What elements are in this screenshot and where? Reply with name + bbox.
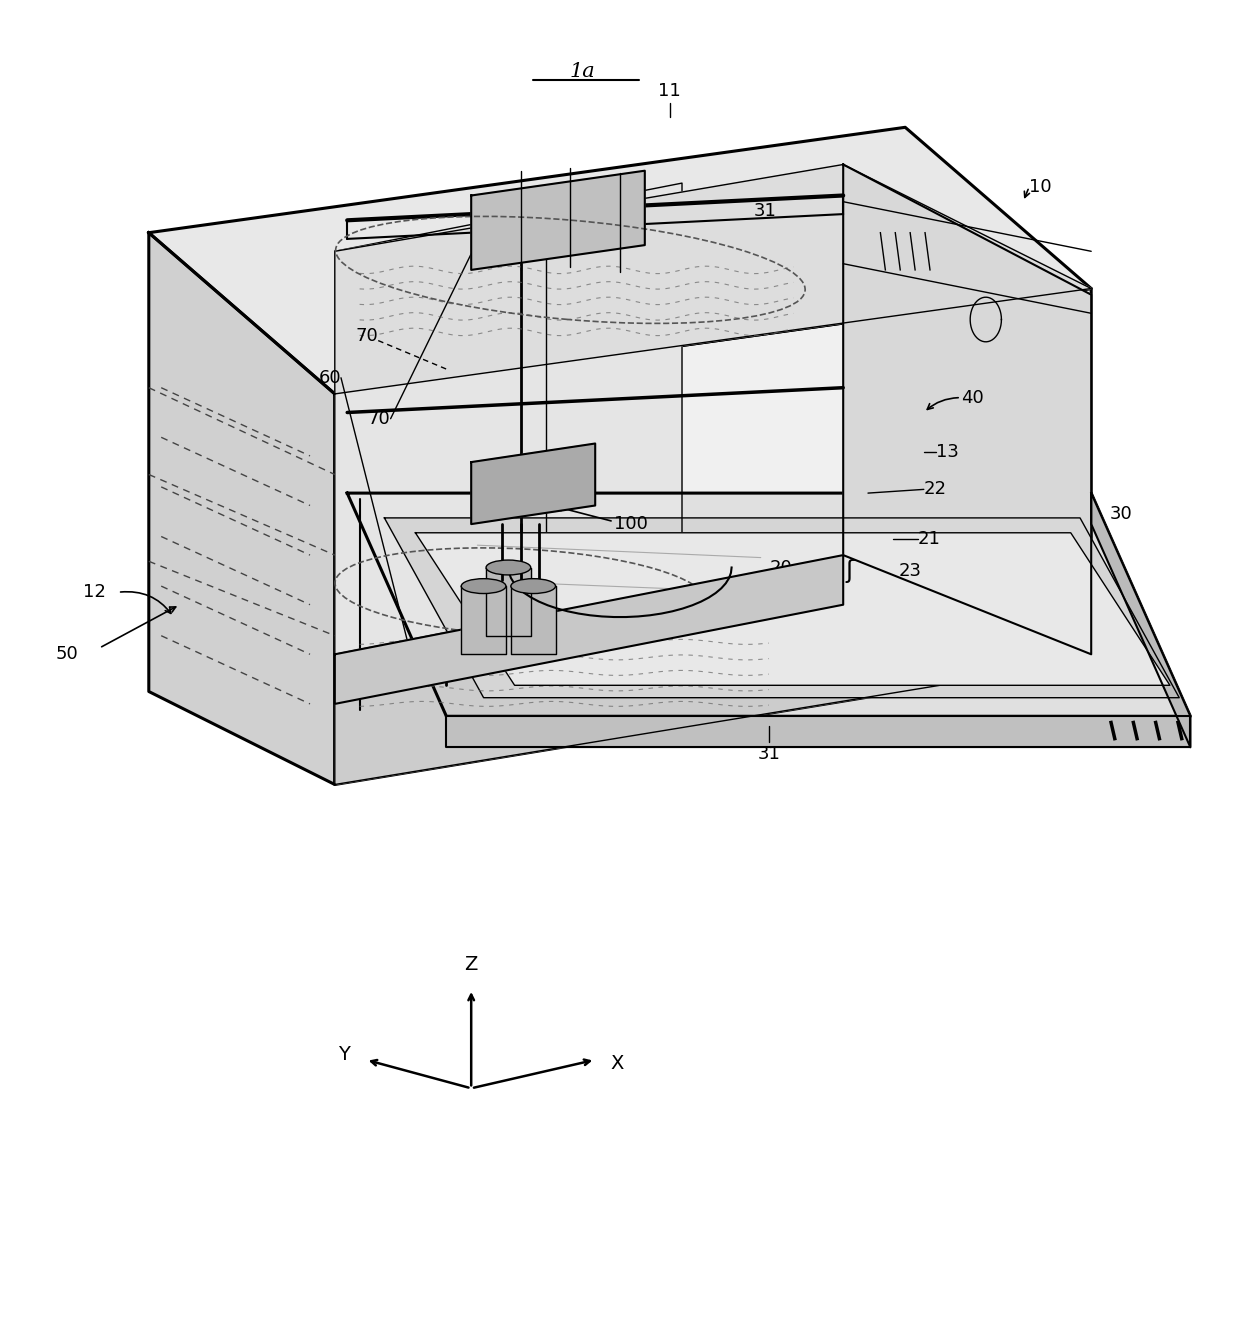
Polygon shape (415, 532, 1171, 686)
Polygon shape (347, 493, 1190, 716)
Polygon shape (335, 555, 1091, 785)
Polygon shape (843, 165, 1091, 654)
Polygon shape (149, 232, 335, 785)
Text: 13: 13 (936, 443, 959, 461)
Text: 31: 31 (754, 202, 776, 221)
Polygon shape (446, 716, 1190, 748)
Polygon shape (1091, 493, 1190, 748)
Text: 100: 100 (614, 515, 647, 534)
Text: 21: 21 (918, 530, 940, 548)
Text: 23: 23 (899, 563, 923, 580)
Polygon shape (486, 568, 531, 635)
Polygon shape (471, 170, 645, 269)
Polygon shape (335, 165, 1091, 394)
Text: 40: 40 (961, 388, 983, 407)
Text: 70: 70 (356, 326, 378, 345)
Text: X: X (610, 1054, 624, 1073)
Text: 30: 30 (1110, 505, 1132, 523)
Text: Y: Y (337, 1045, 350, 1065)
Text: Z: Z (465, 955, 477, 974)
Text: 60: 60 (319, 369, 341, 387)
Polygon shape (335, 288, 1091, 785)
Polygon shape (471, 444, 595, 524)
Text: 1a: 1a (570, 62, 595, 81)
Text: 31: 31 (758, 745, 780, 762)
Ellipse shape (486, 560, 531, 575)
Text: 12: 12 (83, 584, 105, 601)
Polygon shape (461, 587, 506, 654)
Polygon shape (511, 587, 556, 654)
Text: 70: 70 (368, 410, 391, 428)
Polygon shape (149, 127, 1091, 394)
Polygon shape (335, 555, 843, 704)
Polygon shape (384, 518, 1179, 697)
Ellipse shape (511, 579, 556, 593)
Ellipse shape (461, 579, 506, 593)
Text: 10: 10 (1029, 178, 1052, 196)
Text: ʃ: ʃ (846, 559, 853, 583)
Text: 11: 11 (658, 82, 681, 100)
Text: 22: 22 (924, 481, 947, 498)
Text: 50: 50 (56, 645, 78, 663)
Text: 20: 20 (770, 559, 792, 576)
Polygon shape (335, 184, 682, 654)
